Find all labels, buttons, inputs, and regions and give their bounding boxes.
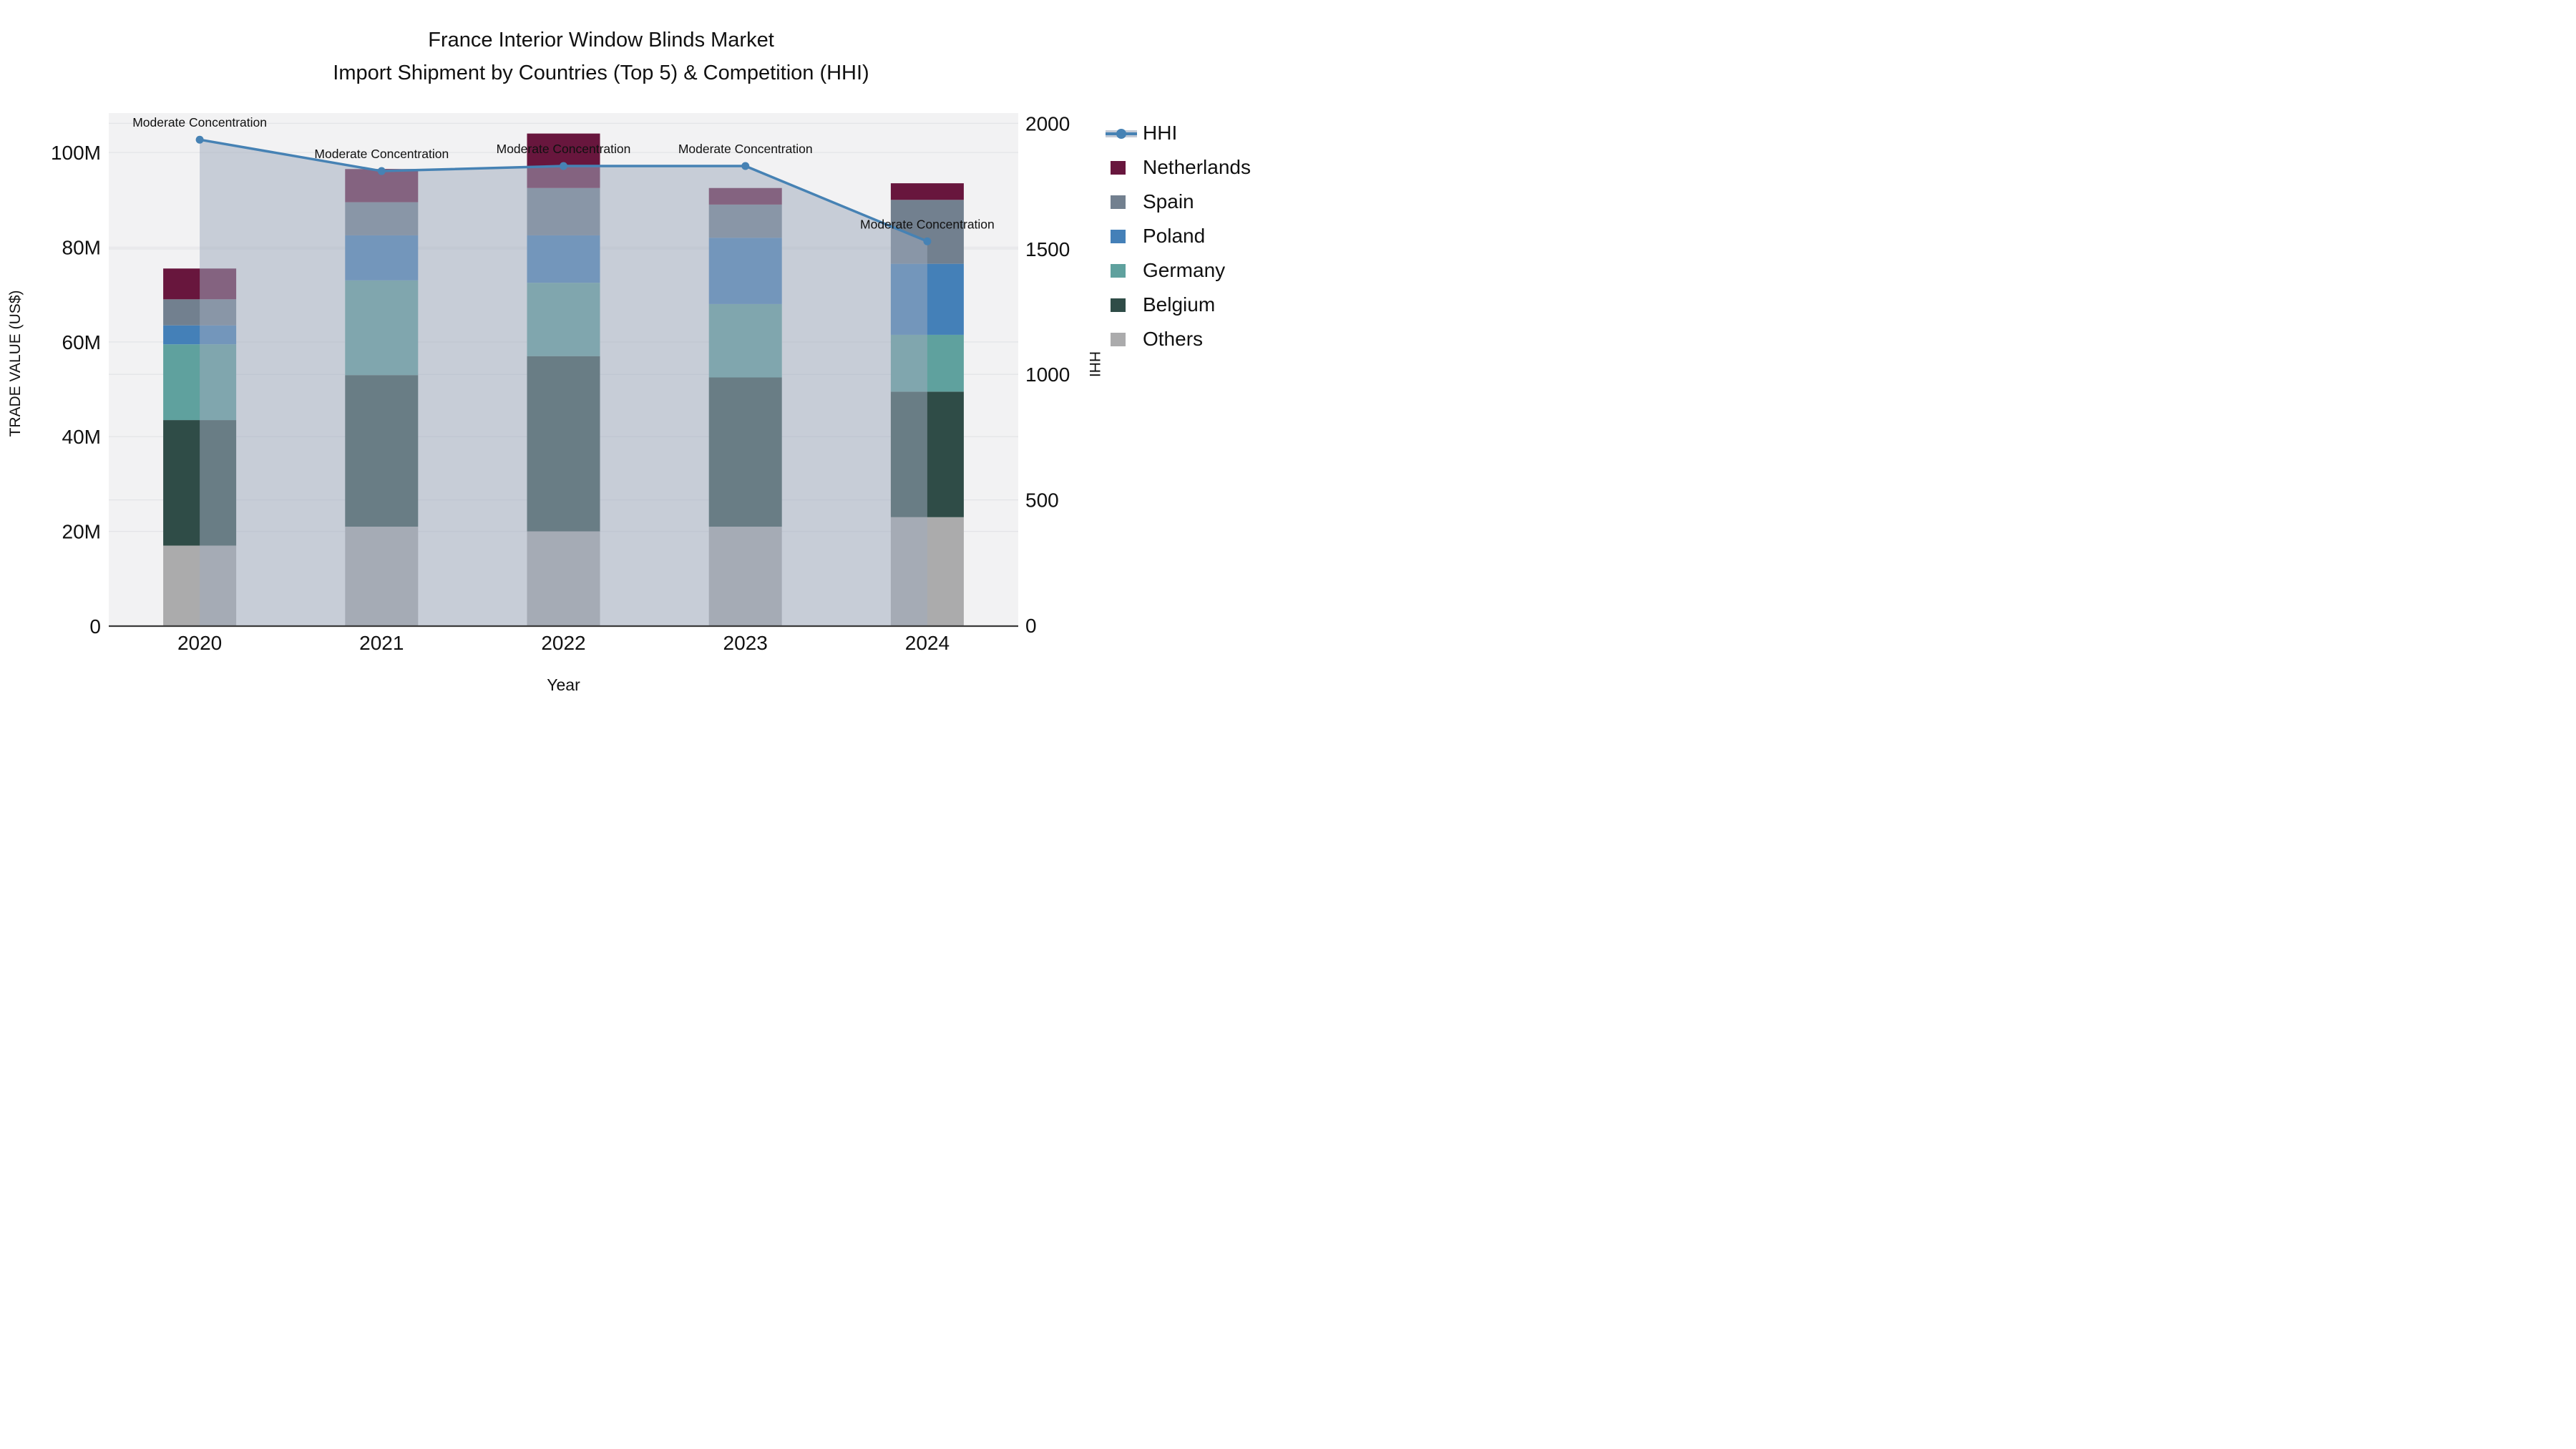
- y-right-tick-0: 0: [1025, 615, 1037, 637]
- x-tick-2021: 2021: [359, 632, 404, 654]
- legend-color-swatch-icon: [1111, 160, 1126, 175]
- x-tick-2024: 2024: [905, 632, 950, 654]
- legend-color-swatch-icon: [1111, 195, 1126, 209]
- legend-item-belgium[interactable]: Belgium: [1106, 288, 1251, 322]
- legend-label: Belgium: [1143, 293, 1216, 316]
- y-right-axis-title: HHI: [1086, 351, 1103, 378]
- y-left-tick-60M: 60M: [62, 331, 101, 353]
- legend-item-spain[interactable]: Spain: [1106, 185, 1251, 219]
- x-tick-2022: 2022: [541, 632, 585, 654]
- x-axis-title: Year: [547, 675, 580, 694]
- annotation-2020: Moderate Concentration: [132, 115, 267, 130]
- figure: France Interior Window Blinds Market Imp…: [0, 0, 1288, 725]
- legend-label: Netherlands: [1143, 156, 1251, 178]
- legend-item-germany[interactable]: Germany: [1106, 253, 1251, 288]
- y-left-tick-100M: 100M: [51, 142, 101, 164]
- legend-color-swatch-icon: [1111, 298, 1126, 312]
- legend-label: Others: [1143, 328, 1204, 350]
- y-left-tick-40M: 40M: [62, 426, 101, 448]
- y-right-tick-1000: 1000: [1025, 364, 1070, 386]
- hhi-marker-2021[interactable]: [377, 167, 386, 175]
- annotation-2024: Moderate Concentration: [860, 217, 995, 231]
- annotation-2021: Moderate Concentration: [314, 147, 449, 161]
- hhi-area: [200, 140, 927, 626]
- y-right-tick-1500: 1500: [1025, 238, 1070, 260]
- y-left-tick-80M: 80M: [62, 236, 101, 258]
- y-left-tick-20M: 20M: [62, 521, 101, 543]
- legend-line-swatch-icon: [1106, 127, 1137, 140]
- y-left-axis-title: TRADE VALUE (US$): [7, 290, 24, 437]
- hhi-marker-2024[interactable]: [923, 237, 932, 245]
- x-tick-2020: 2020: [177, 632, 222, 654]
- annotation-2023: Moderate Concentration: [678, 142, 813, 156]
- y-left-tick-0: 0: [89, 615, 101, 638]
- legend-color-swatch-icon: [1111, 332, 1126, 346]
- chart-title-line2: Import Shipment by Countries (Top 5) & C…: [333, 62, 869, 84]
- hhi-marker-2022[interactable]: [560, 162, 567, 170]
- legend-label: Spain: [1143, 190, 1194, 213]
- hhi-marker-2023[interactable]: [741, 162, 750, 170]
- x-tick-2023: 2023: [723, 632, 768, 654]
- bar-segment-2024-netherlands[interactable]: [890, 183, 964, 200]
- legend: HHI Netherlands Spain Poland Germany Belgium O…: [1106, 116, 1251, 356]
- legend-item-hhi[interactable]: HHI: [1106, 116, 1251, 150]
- legend-item-poland[interactable]: Poland: [1106, 219, 1251, 253]
- chart-title-line1: France Interior Window Blinds Market: [428, 29, 774, 52]
- hhi-marker-2020[interactable]: [195, 135, 204, 144]
- y-right-tick-2000: 2000: [1025, 112, 1070, 135]
- legend-item-others[interactable]: Others: [1106, 322, 1251, 356]
- legend-item-netherlands[interactable]: Netherlands: [1106, 150, 1251, 185]
- legend-label: HHI: [1143, 122, 1178, 144]
- legend-color-swatch-icon: [1111, 229, 1126, 243]
- annotation-2022: Moderate Concentration: [497, 142, 631, 156]
- chart-canvas[interactable]: 2020 2021 2022 2023 2024 0 20M 40M 60M 80M 100M 0 50…: [0, 0, 1288, 725]
- legend-color-swatch-icon: [1111, 263, 1126, 278]
- legend-label: Poland: [1143, 225, 1206, 247]
- legend-label: Germany: [1143, 259, 1226, 281]
- y-right-tick-500: 500: [1025, 489, 1059, 512]
